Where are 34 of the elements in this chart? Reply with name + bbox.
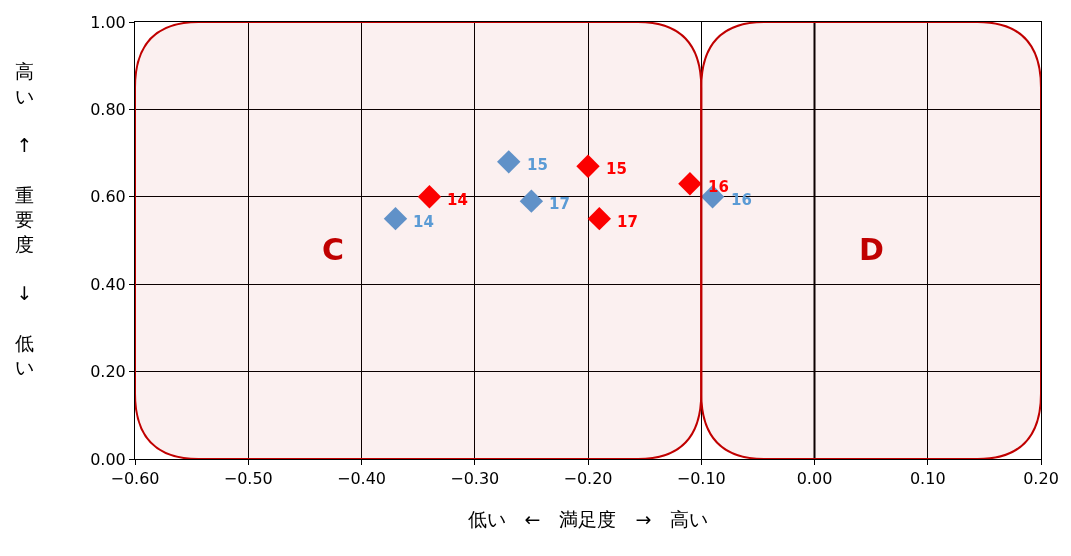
- y-tick-label: 0.40: [90, 274, 126, 294]
- annotation: 16: [708, 178, 729, 196]
- annotation: 15: [606, 160, 627, 178]
- y-tick-label: 0.00: [90, 449, 126, 469]
- x-tick-label: −0.60: [110, 469, 160, 489]
- x-tick-label: 0.00: [796, 469, 833, 489]
- x-tick-label: −0.40: [336, 469, 387, 489]
- point: [519, 189, 544, 213]
- x-tick-label: −0.10: [676, 469, 726, 489]
- annotation: 14: [447, 191, 468, 209]
- x-tick-label: −0.50: [223, 469, 273, 489]
- annotation: 14: [413, 213, 434, 231]
- point: [417, 185, 442, 209]
- point: [576, 154, 600, 178]
- y-tick-label: 1.00: [90, 12, 126, 32]
- x-axis-title: 低い ← 満足度 → 高い: [467, 508, 709, 530]
- x-tick-label: −0.30: [450, 469, 500, 489]
- point: [587, 206, 612, 231]
- band-label: C: [322, 232, 345, 267]
- annotation: 15: [527, 156, 548, 174]
- band-label: D: [859, 232, 884, 267]
- x-tick-label: 0.10: [909, 469, 946, 489]
- y-tick-label: 0.80: [90, 100, 126, 119]
- text: 高い ↑ 重要度 ↓ 低い: [15, 60, 34, 379]
- point: [383, 206, 408, 231]
- point: [497, 150, 521, 174]
- x-tick-label: −0.20: [563, 469, 613, 489]
- annotation: 17: [549, 195, 570, 213]
- point: [678, 171, 702, 196]
- annotation: 17: [617, 213, 638, 231]
- annotation: 16: [731, 191, 752, 209]
- y-tick-label: 0.20: [90, 362, 126, 382]
- y-tick-label: 0.60: [90, 187, 126, 207]
- x-tick-label: 0.20: [1023, 469, 1059, 489]
